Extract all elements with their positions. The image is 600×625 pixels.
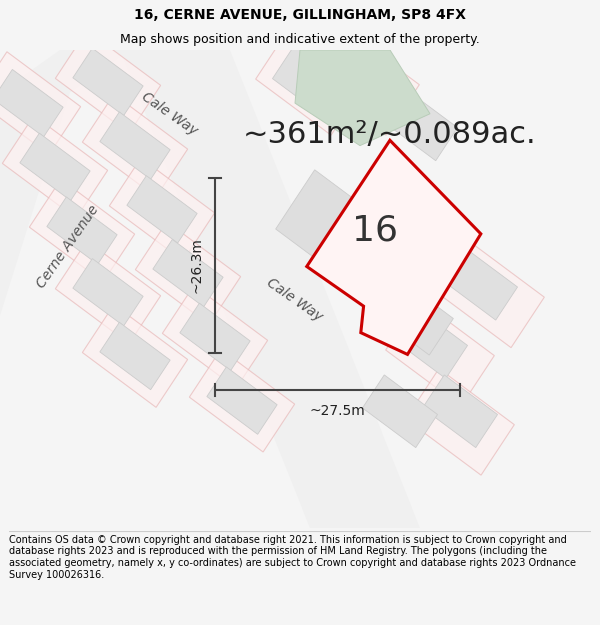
Polygon shape [100, 322, 170, 390]
Polygon shape [20, 133, 90, 201]
Polygon shape [442, 248, 518, 320]
Polygon shape [386, 287, 454, 355]
Polygon shape [2, 116, 107, 218]
Polygon shape [73, 48, 143, 116]
Polygon shape [163, 286, 268, 388]
Polygon shape [127, 176, 197, 243]
Polygon shape [392, 306, 467, 379]
Polygon shape [190, 349, 295, 452]
Polygon shape [256, 29, 364, 135]
Polygon shape [109, 158, 215, 261]
Text: Cale Way: Cale Way [265, 276, 326, 324]
Polygon shape [29, 179, 134, 282]
Polygon shape [136, 222, 241, 324]
Polygon shape [328, 46, 403, 118]
Polygon shape [295, 50, 430, 146]
Text: ~26.3m: ~26.3m [190, 238, 204, 293]
Polygon shape [55, 241, 161, 344]
Polygon shape [362, 375, 437, 448]
Polygon shape [47, 197, 117, 264]
Polygon shape [0, 52, 80, 154]
Polygon shape [180, 303, 250, 371]
Polygon shape [436, 241, 544, 348]
Polygon shape [272, 46, 347, 118]
Polygon shape [382, 88, 458, 161]
Polygon shape [153, 239, 223, 307]
Text: ~27.5m: ~27.5m [310, 404, 365, 418]
Polygon shape [0, 50, 130, 316]
Polygon shape [386, 299, 494, 406]
Text: Cerne Avenue: Cerne Avenue [34, 202, 102, 291]
Text: 16: 16 [352, 214, 398, 248]
Polygon shape [275, 170, 385, 281]
Polygon shape [100, 112, 170, 179]
Polygon shape [82, 304, 188, 408]
Polygon shape [120, 50, 420, 528]
Polygon shape [207, 367, 277, 434]
Polygon shape [307, 140, 481, 354]
Polygon shape [55, 31, 161, 133]
Text: Map shows position and indicative extent of the property.: Map shows position and indicative extent… [120, 32, 480, 46]
Text: Contains OS data © Crown copyright and database right 2021. This information is : Contains OS data © Crown copyright and d… [9, 535, 576, 579]
Text: ~361m²/~0.089ac.: ~361m²/~0.089ac. [243, 121, 537, 149]
Text: Cale Way: Cale Way [139, 89, 200, 138]
Text: 16, CERNE AVENUE, GILLINGHAM, SP8 4FX: 16, CERNE AVENUE, GILLINGHAM, SP8 4FX [134, 8, 466, 22]
Polygon shape [406, 369, 514, 475]
Polygon shape [422, 375, 497, 448]
Polygon shape [311, 29, 419, 135]
Polygon shape [0, 69, 63, 137]
Polygon shape [73, 259, 143, 326]
Polygon shape [82, 94, 188, 197]
